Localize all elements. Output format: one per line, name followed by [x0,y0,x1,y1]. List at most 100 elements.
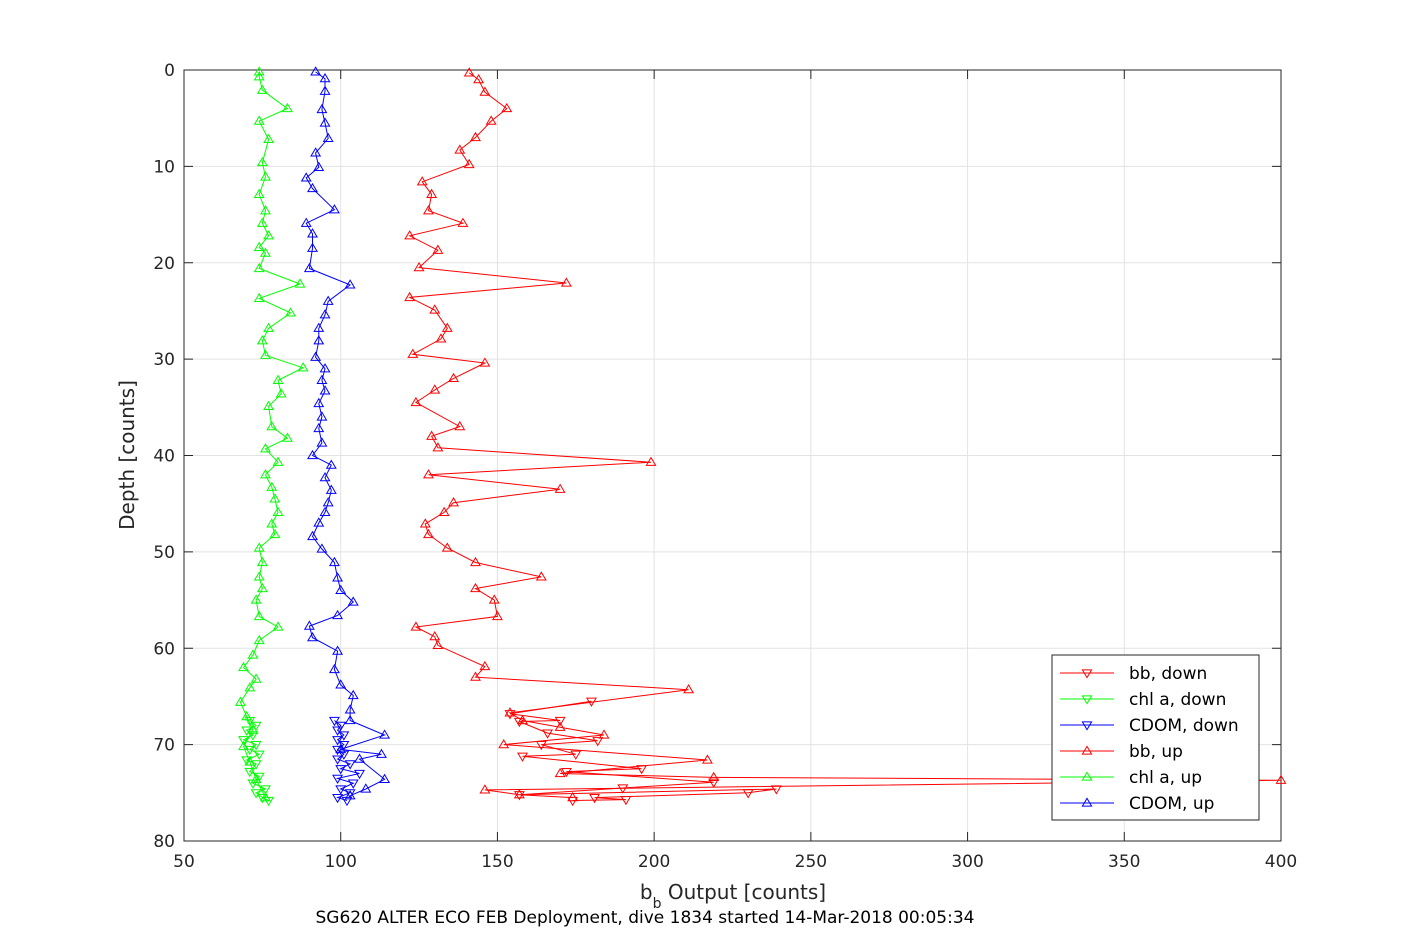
data-point [328,663,340,674]
data-point [281,102,293,113]
x-tick-label: 350 [1108,852,1140,872]
data-point [404,230,416,240]
data-point [454,144,466,154]
data-point [479,86,491,96]
data-point [344,279,356,289]
data-point [332,774,344,785]
data-point [354,753,365,763]
data-point [256,582,268,593]
data-point [328,716,340,727]
x-tick-label: 150 [481,852,513,872]
data-point [313,322,325,332]
x-tick-label: 300 [951,852,983,872]
data-point [473,73,485,84]
data-point [407,348,419,358]
data-point [379,773,391,783]
data-point [517,752,528,762]
data-point [344,760,356,770]
figure-caption: SG620 ALTER ECO FEB Deployment, dive 183… [316,908,975,928]
data-point [598,729,610,739]
data-point [347,596,359,606]
data-point [441,542,453,552]
data-point [307,242,318,252]
data-point [335,743,347,754]
data-point [275,388,287,398]
data-point [316,437,328,447]
x-tick-label: 100 [324,852,356,872]
data-point [316,374,328,384]
data-point [344,789,356,799]
data-point [457,217,469,227]
data-point [260,247,271,257]
data-point [335,785,347,795]
data-point [504,707,516,717]
data-point [319,117,331,127]
data-point [708,778,720,788]
data-point [535,741,547,751]
data-point [260,469,271,479]
data-point [554,716,566,727]
data-point [253,115,265,125]
data-point [307,631,318,642]
data-point [319,385,331,395]
data-point [470,582,481,593]
data-point [1275,774,1287,784]
data-point [426,188,438,198]
data-point [300,217,312,227]
data-point [307,228,318,238]
data-point [247,724,259,734]
legend-swatch-marker [1081,797,1093,807]
data-point [303,262,315,273]
data-point [303,620,315,630]
y-tick-label: 10 [153,157,175,177]
data-point [256,556,268,567]
data-point [313,335,325,345]
data-point [322,295,334,305]
y-tick-label: 30 [153,350,175,370]
data-point [589,794,601,804]
data-point [479,357,491,367]
y-tick-label: 0 [164,61,175,81]
data-point [708,771,720,782]
data-point [335,584,347,595]
data-point [285,307,297,317]
data-point [234,696,246,706]
data-point [498,738,510,749]
data-point [344,790,356,800]
data-point [307,449,318,460]
data-point [313,161,325,171]
data-point [325,459,337,469]
data-point [294,278,306,288]
series-bb-up [404,67,1287,802]
x-tick-label: 250 [795,852,827,872]
data-point [419,518,431,528]
data-point [300,172,312,182]
data-point [375,748,387,758]
data-point [470,556,481,567]
data-point [253,750,265,760]
legend-box [1051,654,1260,821]
data-point [247,779,259,789]
data-point [413,261,425,272]
data-point [470,131,481,142]
data-point [244,767,256,778]
series-cdom-up [300,66,391,800]
data-point [319,506,331,516]
data-point [247,731,259,741]
data-point [263,230,275,240]
data-point [272,456,284,466]
data-point [617,784,629,794]
data-point [250,773,262,783]
data-point [269,528,281,539]
series-line [407,72,1282,799]
data-point [470,671,481,681]
data-point [247,649,259,659]
y-tick-label: 60 [153,639,175,659]
data-point [535,571,547,581]
data-point [404,291,416,302]
data-point [620,795,632,806]
data-point [319,472,331,482]
data-point [432,639,444,649]
data-point [338,731,350,741]
legend-label: bb, up [1129,742,1183,762]
